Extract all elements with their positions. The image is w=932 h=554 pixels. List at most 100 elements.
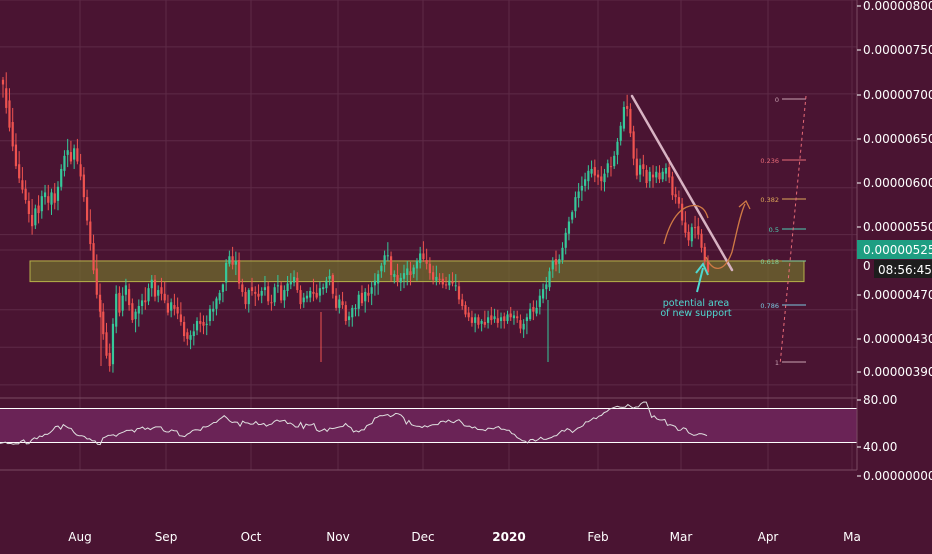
support-arrow — [696, 267, 704, 293]
time-axis-tick: Mar — [670, 530, 693, 544]
candle-body — [267, 286, 270, 302]
candle-body — [493, 316, 496, 320]
candle — [14, 133, 18, 169]
candle-body — [380, 265, 383, 272]
candle — [587, 165, 590, 190]
candle-body — [580, 185, 583, 191]
candle-body — [613, 155, 616, 167]
candle-body — [383, 255, 386, 265]
candle — [21, 167, 24, 194]
candle — [389, 251, 393, 282]
candle — [603, 168, 606, 192]
candle — [8, 88, 11, 132]
candle-body — [593, 167, 596, 176]
candle — [545, 276, 548, 300]
candle — [561, 242, 564, 264]
candle-body — [558, 259, 561, 264]
candle-body — [687, 231, 690, 241]
candle — [108, 343, 111, 372]
candle — [202, 315, 205, 335]
candle-body — [584, 179, 587, 186]
candle — [98, 283, 102, 318]
time-axis-tick: Oct — [241, 530, 262, 544]
candle-body — [286, 283, 289, 291]
rsi-panel — [0, 397, 932, 471]
candle — [121, 287, 124, 317]
candle — [40, 190, 43, 219]
candle — [212, 301, 215, 322]
candle-body — [512, 315, 516, 319]
candle-body — [406, 268, 409, 276]
candle-body — [486, 317, 490, 323]
candle — [635, 148, 638, 180]
candle-body — [425, 260, 428, 264]
candle-body — [490, 315, 493, 321]
candle — [56, 181, 60, 211]
candle-body — [309, 290, 312, 298]
candle-body — [684, 222, 687, 233]
fib-level-label: 0.382 — [760, 196, 779, 204]
candle-body — [354, 307, 357, 309]
candle — [693, 215, 697, 239]
candle — [92, 234, 95, 275]
candle-body — [606, 163, 609, 173]
candle-body — [322, 287, 325, 290]
candle — [425, 248, 428, 270]
candle — [525, 313, 528, 335]
time-axis-tick: Nov — [326, 530, 349, 544]
candle-body — [302, 297, 305, 303]
annotation-line-2: of new support — [660, 308, 732, 319]
candle — [53, 183, 56, 210]
candle — [150, 275, 153, 297]
candle-body — [548, 271, 551, 288]
candle — [567, 216, 571, 241]
candle-body — [328, 275, 331, 279]
candle-body — [616, 141, 619, 155]
candle — [664, 163, 668, 182]
candle — [412, 264, 415, 278]
candle-body — [11, 122, 14, 147]
candle-body — [642, 164, 645, 169]
candle-body — [102, 311, 105, 335]
candle — [541, 283, 545, 304]
candle-body — [82, 174, 85, 198]
support-arrowhead — [695, 262, 709, 276]
candle-body — [341, 301, 344, 306]
candle — [658, 165, 661, 184]
candle — [254, 286, 257, 307]
candle — [60, 164, 63, 191]
candle — [153, 275, 157, 302]
candle-body — [677, 197, 680, 204]
candle — [616, 137, 619, 165]
candle-body — [415, 260, 419, 269]
candle-body — [516, 316, 519, 319]
candle-body — [338, 299, 341, 308]
projection-arrowhead — [738, 199, 751, 210]
fib-level-label: 0.786 — [760, 302, 779, 310]
candle — [179, 302, 182, 326]
candle — [477, 314, 480, 329]
candle — [419, 246, 422, 269]
candle-body — [176, 306, 179, 314]
candle — [493, 308, 496, 323]
candle — [435, 265, 438, 286]
candle-body — [467, 312, 470, 318]
candle-body — [228, 256, 231, 264]
candle — [532, 300, 535, 321]
candle — [322, 283, 325, 295]
time-axis-tick: Aug — [68, 530, 91, 544]
candle — [377, 270, 380, 295]
candle — [428, 257, 431, 280]
candle — [370, 281, 373, 306]
candle-body — [73, 148, 76, 160]
candle-body — [668, 167, 671, 178]
candle — [218, 290, 221, 305]
candle — [160, 277, 163, 301]
candle-body — [118, 292, 121, 313]
fib-level-label: 0.5 — [769, 226, 779, 234]
candle-body — [373, 280, 377, 286]
candle-body — [231, 256, 234, 265]
candle — [144, 287, 147, 310]
candle-body — [292, 276, 296, 283]
candle — [111, 318, 115, 373]
